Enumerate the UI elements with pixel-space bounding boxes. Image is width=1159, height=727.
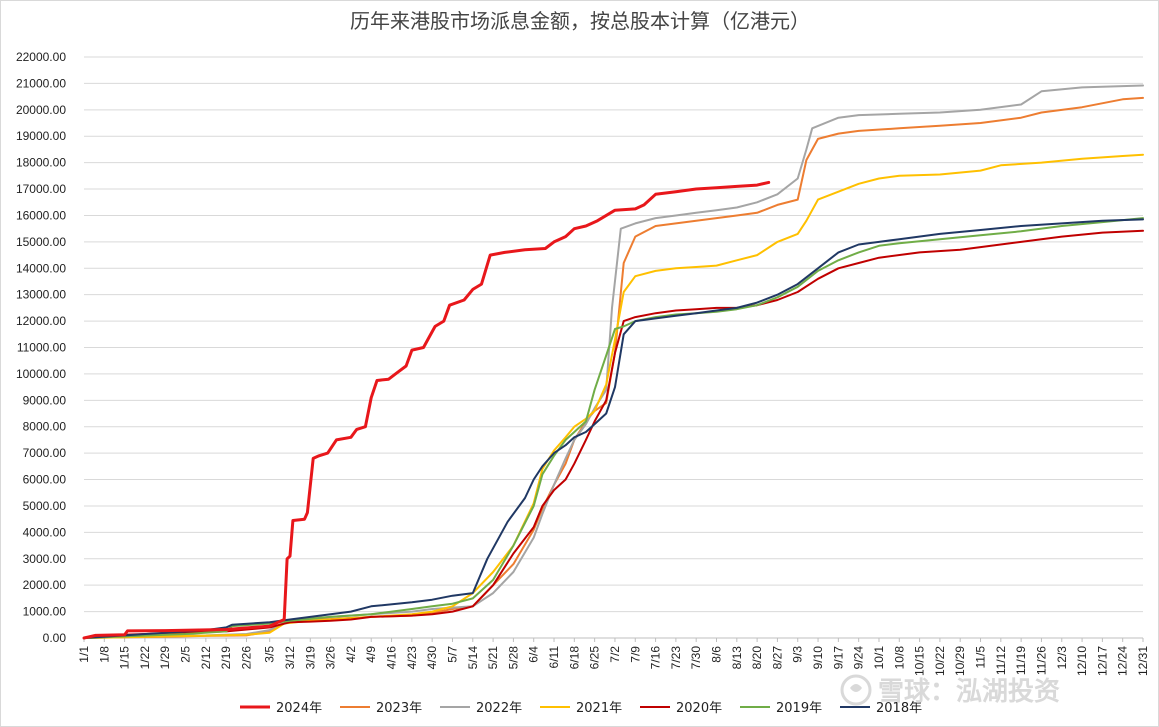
legend-label: 2021年 (576, 701, 622, 716)
x-tick-label: 8/20 (750, 646, 764, 670)
x-tick-label: 1/15 (118, 646, 132, 670)
gridlines (84, 56, 1143, 613)
legend-label: 2023年 (376, 701, 422, 716)
x-tick-label: 7/2 (608, 646, 622, 663)
x-tick-label: 1/8 (97, 646, 111, 663)
watermark-logo-icon (840, 674, 872, 706)
x-tick-label: 4/9 (364, 646, 378, 663)
x-tick-label: 9/10 (811, 646, 825, 670)
y-tick-label: 13000.00 (16, 288, 66, 302)
series-line-2019 (83, 217, 1144, 639)
series-line-2018 (83, 218, 1144, 639)
x-tick-label: 12/17 (1095, 646, 1109, 676)
x-tick-label: 8/6 (709, 646, 723, 663)
x-tick-label: 11/19 (1014, 646, 1028, 675)
series-line-2024 (82, 180, 771, 640)
legend: 2024年 2023年 2022年 2021年 2020年 2019年 2018年 (240, 701, 922, 716)
x-tick-label: 2/19 (219, 646, 233, 670)
x-tick-label: 1/1 (77, 646, 91, 663)
y-tick-label: 6000.00 (23, 473, 67, 487)
y-tick-label: 19000.00 (16, 129, 66, 143)
x-tick-label: 3/5 (263, 646, 277, 663)
x-tick-label: 1/29 (158, 646, 172, 670)
y-tick-label: 9000.00 (23, 393, 67, 407)
x-tick-label: 5/21 (486, 646, 500, 670)
legend-label: 2024年 (276, 701, 322, 716)
series-lines (82, 84, 1144, 640)
x-tick-label: 10/22 (933, 646, 947, 676)
y-tick-label: 0.00 (43, 631, 67, 645)
x-tick-label: 9/17 (831, 646, 845, 670)
legend-label: 2018年 (876, 701, 922, 716)
x-tick-label: 4/2 (344, 646, 358, 663)
y-tick-label: 14000.00 (16, 261, 66, 275)
y-tick-label: 17000.00 (16, 182, 66, 196)
watermark: 雪球：泓湖投资 (840, 674, 1060, 707)
y-tick-label: 12000.00 (16, 314, 66, 328)
x-tick-label: 12/10 (1075, 646, 1089, 676)
x-tick-label: 3/19 (303, 646, 317, 670)
x-tick-label: 3/12 (283, 646, 297, 670)
y-tick-label: 11000.00 (17, 341, 66, 355)
x-tick-label: 7/9 (628, 646, 642, 663)
x-tick-label: 10/29 (953, 646, 967, 676)
y-tick-label: 4000.00 (23, 525, 67, 539)
x-tick-label: 3/26 (324, 646, 338, 670)
y-tick-label: 20000.00 (16, 103, 66, 117)
x-tick-label: 12/31 (1136, 646, 1150, 676)
x-tick-label: 7/30 (689, 646, 703, 670)
x-tick-label: 8/27 (770, 646, 784, 670)
legend-label: 2019年 (776, 701, 822, 716)
x-tick-label: 9/24 (852, 646, 866, 670)
y-tick-label: 7000.00 (23, 446, 67, 460)
x-tick-label: 6/18 (567, 646, 581, 670)
legend-label: 2020年 (676, 701, 722, 716)
x-tick-label: 11/26 (1034, 646, 1048, 675)
y-tick-label: 22000.00 (16, 50, 66, 64)
y-tick-label: 18000.00 (16, 156, 66, 170)
x-tick-label: 7/23 (669, 646, 683, 670)
x-tick-label: 9/3 (791, 646, 805, 663)
legend-label: 2022年 (476, 701, 522, 716)
x-tick-label: 4/23 (405, 646, 419, 670)
x-tick-label: 4/16 (385, 646, 399, 670)
y-tick-label: 2000.00 (23, 578, 67, 592)
x-tick-label: 12/3 (1055, 646, 1069, 670)
series-line-2020 (83, 229, 1144, 639)
y-tick-label: 16000.00 (16, 208, 66, 222)
x-tick-label: 7/16 (649, 646, 663, 670)
x-tick-label: 6/11 (547, 646, 561, 669)
x-tick-label: 8/13 (730, 646, 744, 670)
x-tick-label: 2/26 (239, 646, 253, 670)
y-tick-label: 5000.00 (23, 499, 67, 513)
axes: 0.00 1000.00 2000.00 3000.00 4000.00 5000.00 6… (16, 50, 1150, 676)
x-tick-label: 12/24 (1116, 646, 1130, 676)
x-tick-label: 10/1 (872, 646, 886, 670)
y-tick-label: 15000.00 (16, 235, 66, 249)
x-tick-label: 11/12 (994, 646, 1008, 675)
x-tick-label: 2/12 (199, 646, 213, 670)
y-tick-label: 1000.00 (23, 605, 67, 619)
x-tick-label: 10/15 (913, 646, 927, 676)
watermark-text: 雪球：泓湖投资 (878, 677, 1060, 707)
y-tick-label: 21000.00 (16, 76, 66, 90)
x-tick-label: 6/4 (527, 646, 541, 663)
x-tick-label: 5/7 (445, 646, 459, 663)
x-tick-label: 6/25 (588, 646, 602, 670)
y-tick-label: 3000.00 (23, 552, 67, 566)
x-tick-label: 4/30 (425, 646, 439, 670)
x-tick-label: 2/5 (179, 646, 193, 663)
x-tick-label: 5/14 (466, 646, 480, 670)
x-tick-label: 11/5 (974, 646, 988, 669)
x-tick-label: 5/28 (506, 646, 520, 670)
x-tick-label: 10/8 (892, 646, 906, 670)
chart-title: 历年来港股市场派息金额，按总股本计算（亿港元） (350, 9, 810, 33)
y-tick-label: 8000.00 (23, 420, 67, 434)
y-tick-label: 10000.00 (16, 367, 66, 381)
x-tick-label: 1/22 (138, 646, 152, 670)
